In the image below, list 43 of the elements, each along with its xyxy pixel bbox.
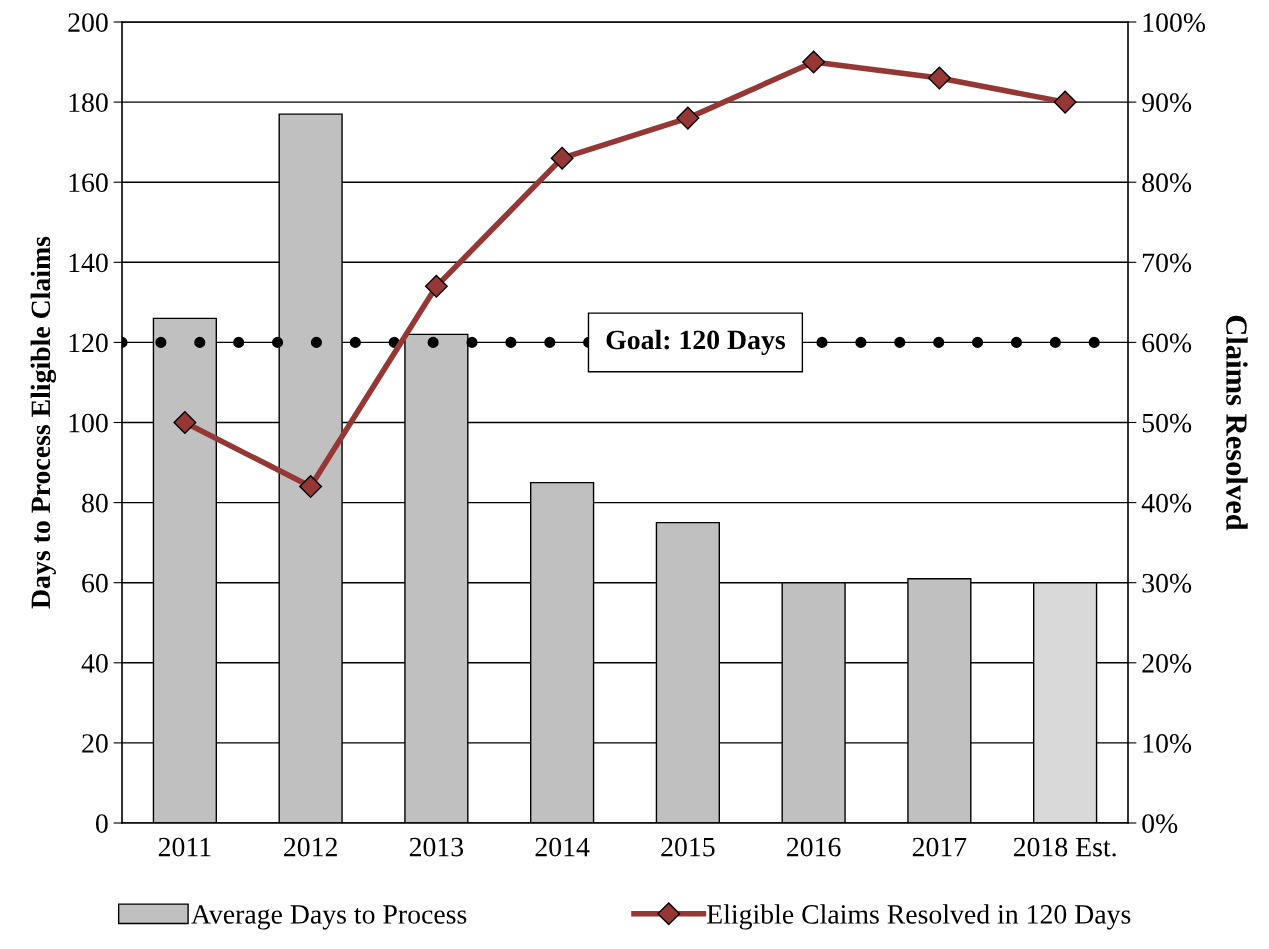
y-tick-label: 40 — [81, 653, 108, 673]
y2-tick-label: 60% — [1142, 333, 1192, 353]
y2-tick-label: 40% — [1141, 493, 1192, 513]
point — [927, 66, 951, 90]
x-tick-label: 2016 — [787, 837, 841, 857]
point — [676, 106, 700, 130]
y-tick-label: 60 — [82, 573, 108, 593]
y-axis-title: Days to Process Eligible Claims — [30, 236, 57, 609]
legend-label: Average Days to Process — [191, 905, 467, 930]
ref-line-label: Goal: 120 Days — [606, 329, 786, 356]
y2-axis-title: Claims Resolved — [1226, 315, 1248, 531]
y2-tick-label: 100% — [1143, 13, 1206, 32]
y-tick-label: 140 — [69, 253, 108, 273]
y2-tick-label: 20% — [1142, 653, 1192, 673]
y2-tick-label: 50% — [1142, 413, 1192, 433]
x-tick-label: 2015 — [661, 837, 715, 857]
x-tick-label: 2017 — [912, 837, 967, 857]
point — [173, 411, 197, 434]
y-tick-label: 200 — [68, 13, 108, 32]
point — [424, 274, 448, 298]
y-tick-label: 160 — [69, 173, 108, 193]
point — [1053, 90, 1077, 114]
x-tick-label: 2018 Est. — [1013, 837, 1116, 857]
y2-tick-label: 30% — [1142, 573, 1192, 593]
y-tick-label: 80 — [82, 493, 108, 513]
y-tick-label: 180 — [69, 93, 108, 113]
y-tick-label: 120 — [69, 333, 108, 353]
point — [802, 50, 826, 74]
x-tick-label: 2012 — [284, 837, 337, 857]
legend-label: Eligible Claims Resolved in 120 Days — [707, 904, 1131, 930]
y2-tick-label: 80% — [1142, 173, 1192, 193]
point — [550, 146, 574, 170]
x-tick-label: 2013 — [409, 837, 464, 857]
y2-tick-label: 90% — [1142, 93, 1192, 113]
y2-tick-label: 70% — [1143, 253, 1192, 273]
y-tick-label: 100 — [69, 413, 108, 433]
y-tick-label: 0 — [95, 814, 108, 833]
x-tick-label: 2011 — [158, 837, 211, 857]
y-tick-label: 20 — [82, 734, 108, 753]
y2-tick-label: 0% — [1142, 814, 1178, 833]
x-tick-label: 2014 — [535, 837, 590, 857]
y2-tick-label: 10% — [1143, 734, 1192, 753]
point — [299, 475, 323, 499]
